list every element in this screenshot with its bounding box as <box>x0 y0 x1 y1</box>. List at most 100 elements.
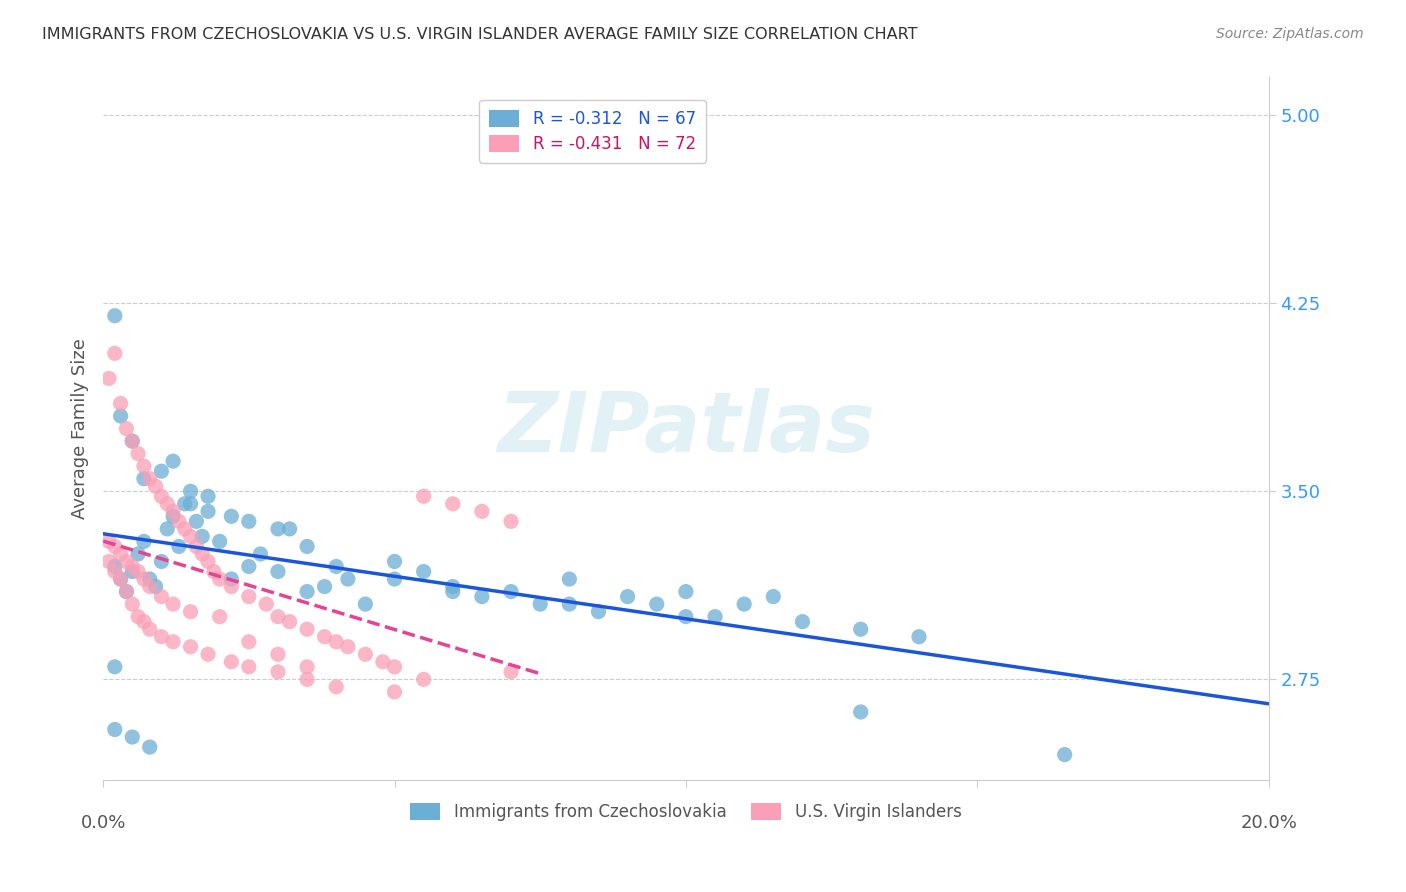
Point <box>156 522 179 536</box>
Point <box>145 580 167 594</box>
Text: IMMIGRANTS FROM CZECHOSLOVAKIA VS U.S. VIRGIN ISLANDER AVERAGE FAMILY SIZE CORRE: IMMIGRANTS FROM CZECHOSLOVAKIA VS U.S. V… <box>42 27 918 42</box>
Point <box>371 655 394 669</box>
Point <box>127 447 149 461</box>
Point <box>849 622 872 636</box>
Point <box>499 584 522 599</box>
Point <box>675 584 697 599</box>
Text: Source: ZipAtlas.com: Source: ZipAtlas.com <box>1216 27 1364 41</box>
Point <box>499 514 522 528</box>
Point <box>180 497 202 511</box>
Text: ZIPatlas: ZIPatlas <box>496 388 875 469</box>
Point <box>167 514 190 528</box>
Point <box>110 396 132 410</box>
Point <box>384 572 406 586</box>
Point <box>97 534 120 549</box>
Point <box>412 565 434 579</box>
Y-axis label: Average Family Size: Average Family Size <box>72 338 89 519</box>
Point <box>197 647 219 661</box>
Point <box>354 597 377 611</box>
Point <box>132 459 155 474</box>
Point <box>645 597 668 611</box>
Point <box>208 609 231 624</box>
Point <box>238 559 260 574</box>
Point <box>441 584 464 599</box>
Point <box>792 615 814 629</box>
Point <box>186 540 208 554</box>
Point <box>132 572 155 586</box>
Point <box>238 660 260 674</box>
Point <box>110 572 132 586</box>
Point <box>278 522 301 536</box>
Point <box>139 572 162 586</box>
Point <box>139 580 162 594</box>
Point <box>191 547 214 561</box>
Point <box>127 547 149 561</box>
Point <box>238 514 260 528</box>
Point <box>104 346 127 360</box>
Point <box>115 554 138 568</box>
Point <box>267 565 290 579</box>
Point <box>908 630 931 644</box>
Point <box>162 597 184 611</box>
Legend: Immigrants from Czechoslovakia, U.S. Virgin Islanders: Immigrants from Czechoslovakia, U.S. Vir… <box>404 796 969 828</box>
Point <box>121 559 143 574</box>
Point <box>202 565 225 579</box>
Point <box>314 630 336 644</box>
Point <box>441 497 464 511</box>
Point <box>471 504 494 518</box>
Point <box>441 580 464 594</box>
Point <box>384 685 406 699</box>
Point <box>180 640 202 654</box>
Point <box>150 630 173 644</box>
Point <box>110 572 132 586</box>
Point <box>325 559 347 574</box>
Point <box>267 609 290 624</box>
Point <box>145 479 167 493</box>
Point <box>121 434 143 449</box>
Point <box>295 540 318 554</box>
Point <box>150 489 173 503</box>
Point <box>191 529 214 543</box>
Point <box>121 565 143 579</box>
Point <box>558 597 581 611</box>
Point <box>150 590 173 604</box>
Point <box>221 509 243 524</box>
Point <box>336 640 359 654</box>
Point <box>150 554 173 568</box>
Point <box>104 559 127 574</box>
Point <box>139 740 162 755</box>
Point <box>295 673 318 687</box>
Point <box>104 309 127 323</box>
Point <box>221 572 243 586</box>
Point <box>384 660 406 674</box>
Point <box>104 723 127 737</box>
Point <box>325 680 347 694</box>
Point <box>139 472 162 486</box>
Point <box>150 464 173 478</box>
Point <box>121 434 143 449</box>
Point <box>314 580 336 594</box>
Point <box>127 609 149 624</box>
Point <box>115 584 138 599</box>
Point <box>132 615 155 629</box>
Point <box>132 534 155 549</box>
Point <box>208 572 231 586</box>
Point <box>97 371 120 385</box>
Point <box>267 647 290 661</box>
Point <box>115 421 138 435</box>
Point <box>221 655 243 669</box>
Point <box>849 705 872 719</box>
Point <box>162 634 184 648</box>
Point <box>529 597 551 611</box>
Point <box>139 622 162 636</box>
Point <box>173 522 195 536</box>
Point <box>127 565 149 579</box>
Point <box>162 509 184 524</box>
Point <box>121 730 143 744</box>
Point <box>197 554 219 568</box>
Point <box>104 660 127 674</box>
Point <box>104 540 127 554</box>
Point <box>186 514 208 528</box>
Point <box>197 489 219 503</box>
Point <box>97 554 120 568</box>
